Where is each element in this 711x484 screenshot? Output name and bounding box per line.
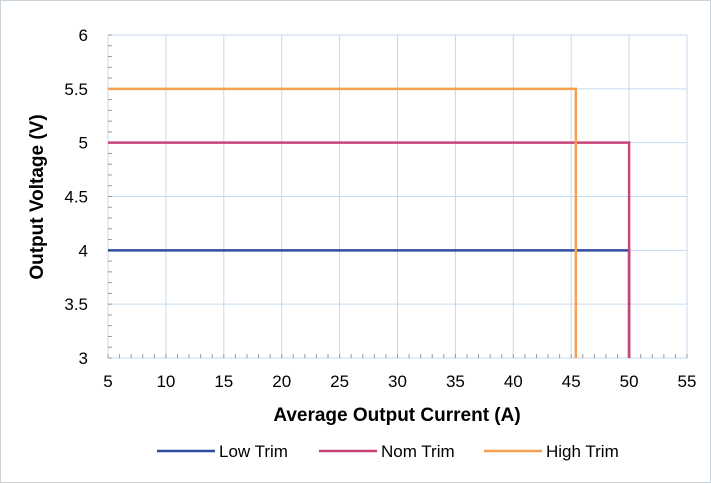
x-tick-label: 55 xyxy=(678,372,697,391)
x-tick-label: 50 xyxy=(620,372,639,391)
y-tick-label: 3 xyxy=(79,349,88,368)
y-tick-labels: 3 3.5 4 4.5 5 5.5 6 xyxy=(64,26,88,368)
y-tick-label: 3.5 xyxy=(64,295,88,314)
legend-label: High Trim xyxy=(546,442,619,461)
y-tick-label: 5.5 xyxy=(64,80,88,99)
x-tick-label: 25 xyxy=(330,372,349,391)
y-tick-label: 4.5 xyxy=(64,188,88,207)
legend-label: Nom Trim xyxy=(381,442,455,461)
series-lines xyxy=(108,87,631,358)
x-tick-label: 35 xyxy=(446,372,465,391)
x-tick-label: 15 xyxy=(214,372,233,391)
x-tick-label: 20 xyxy=(272,372,291,391)
x-tick-label: 10 xyxy=(156,372,175,391)
x-tick-label: 30 xyxy=(388,372,407,391)
grid xyxy=(107,34,688,359)
x-tick-label: 40 xyxy=(504,372,523,391)
series-line-nom-trim xyxy=(108,141,631,358)
x-axis-title: Average Output Current (A) xyxy=(273,405,520,426)
x-tick-label: 45 xyxy=(562,372,581,391)
y-tick-label: 4 xyxy=(79,241,88,260)
y-axis-title: Output Voltage (V) xyxy=(27,114,48,279)
x-tick-labels: 5 10 15 20 25 30 35 40 45 50 55 xyxy=(103,372,696,391)
y-tick-label: 5 xyxy=(79,134,88,153)
series-line-high-trim xyxy=(108,87,578,358)
legend-label: Low Trim xyxy=(219,442,288,461)
x-tick-label: 5 xyxy=(103,372,112,391)
legend: Low Trim Nom Trim High Trim xyxy=(157,442,619,461)
y-tick-label: 6 xyxy=(79,26,88,45)
